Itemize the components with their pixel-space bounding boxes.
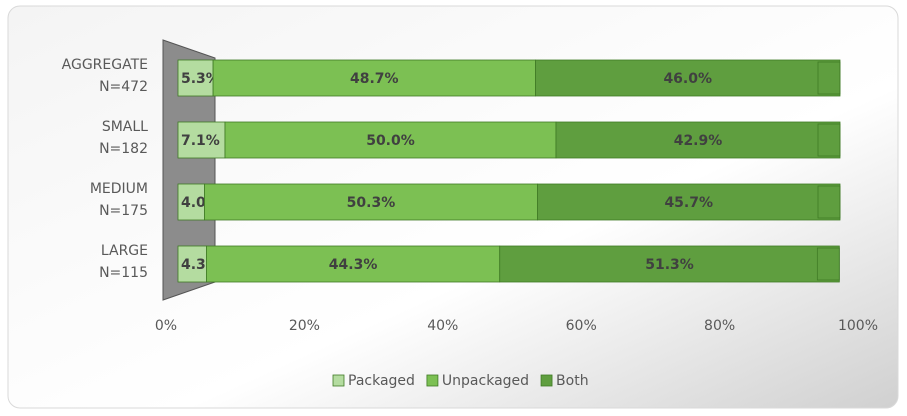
data-label: 50.0% bbox=[366, 133, 415, 149]
data-label: 48.7% bbox=[350, 71, 399, 87]
x-tick-label: 60% bbox=[566, 318, 597, 334]
data-label: 7.1% bbox=[181, 133, 220, 149]
x-tick-label: 40% bbox=[427, 318, 458, 334]
bar-end-cap bbox=[816, 247, 840, 281]
data-label: 42.9% bbox=[674, 133, 723, 149]
bar-segment bbox=[177, 121, 226, 159]
data-label: 45.7% bbox=[664, 195, 713, 211]
bar-segment bbox=[177, 245, 207, 283]
data-label: 50.3% bbox=[347, 195, 396, 211]
bar-end-cap bbox=[817, 123, 841, 157]
category-label: MEDIUM N=175 bbox=[89, 181, 148, 219]
legend-swatch bbox=[426, 374, 439, 387]
legend-label: Packaged bbox=[348, 373, 415, 389]
data-label: 46.0% bbox=[663, 71, 712, 87]
bar-segment bbox=[499, 245, 840, 283]
category-label: LARGE N=115 bbox=[99, 243, 148, 281]
category-label: AGGREGATE N=472 bbox=[61, 57, 148, 95]
legend-label: Both bbox=[556, 373, 589, 389]
x-tick-label: 80% bbox=[704, 318, 735, 334]
x-tick-label: 100% bbox=[838, 318, 878, 334]
legend-swatch bbox=[332, 374, 345, 387]
bar-segment bbox=[537, 183, 841, 221]
x-tick-label: 20% bbox=[289, 318, 320, 334]
bar-segment bbox=[224, 121, 557, 159]
bar-end-cap bbox=[817, 61, 841, 95]
bar-segment bbox=[535, 59, 841, 97]
bar-segment bbox=[177, 59, 214, 97]
bar-segment bbox=[177, 183, 205, 221]
data-label: 51.3% bbox=[645, 257, 694, 273]
category-label: SMALL N=182 bbox=[99, 119, 148, 157]
bar-segment bbox=[204, 183, 538, 221]
data-label: 44.3% bbox=[329, 257, 378, 273]
legend-swatch bbox=[540, 374, 553, 387]
bar-end-cap bbox=[817, 185, 841, 219]
legend-label: Unpackaged bbox=[442, 373, 529, 389]
bar-segment bbox=[212, 59, 536, 97]
x-tick-label: 0% bbox=[155, 318, 177, 334]
data-label: 5.3% bbox=[181, 71, 220, 87]
bar-segment bbox=[206, 245, 501, 283]
